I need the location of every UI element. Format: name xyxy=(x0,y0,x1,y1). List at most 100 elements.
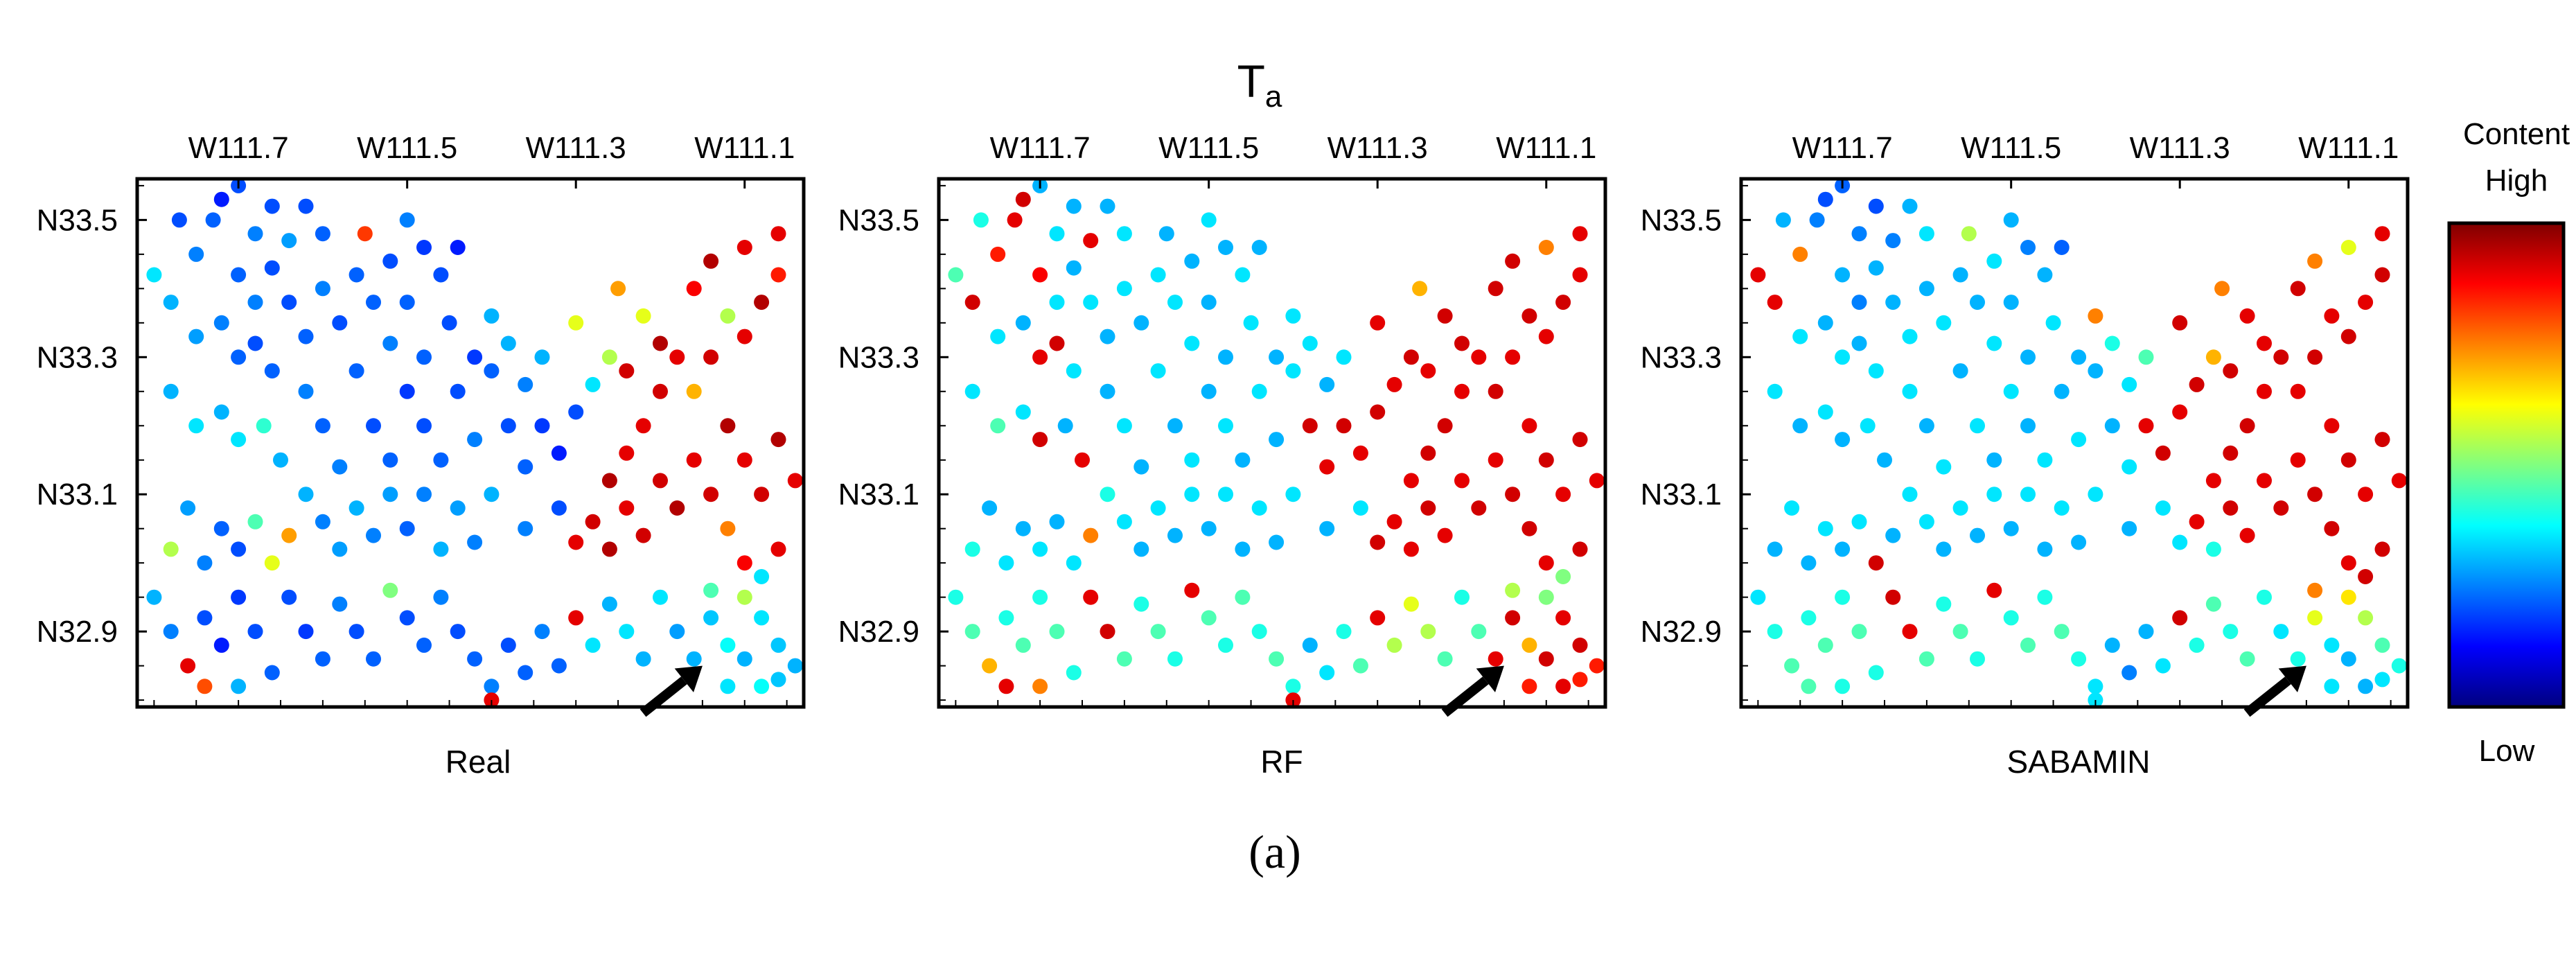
scatter-point xyxy=(467,651,483,667)
scatter-point xyxy=(1412,281,1428,297)
scatter-point xyxy=(1066,555,1082,571)
scatter-point xyxy=(1066,665,1082,681)
scatter-point xyxy=(551,658,567,674)
scatter-point xyxy=(1100,487,1115,502)
scatter-point xyxy=(1100,198,1115,214)
scatter-point xyxy=(518,521,533,536)
scatter-point xyxy=(467,349,483,365)
arrow-shaft xyxy=(1441,676,1489,717)
scatter-point xyxy=(1454,473,1470,489)
scatter-point xyxy=(1961,226,1977,242)
scatter-point xyxy=(416,487,432,502)
scatter-point xyxy=(686,281,702,297)
scatter-point xyxy=(1352,658,1368,674)
x-tick-label: W111.3 xyxy=(1327,131,1428,165)
scatter-point xyxy=(1066,363,1082,379)
scatter-point xyxy=(315,226,330,242)
scatter-point xyxy=(366,651,381,667)
scatter-point xyxy=(1970,527,1985,543)
scatter-point xyxy=(2138,418,2154,434)
scatter-point xyxy=(247,335,263,351)
scatter-point xyxy=(1251,500,1267,516)
scatter-point xyxy=(1420,624,1436,640)
y-tick-label: N33.1 xyxy=(1641,478,1722,511)
arrow-shaft xyxy=(639,676,687,717)
scatter-point xyxy=(433,589,449,605)
scatter-point xyxy=(2223,500,2239,516)
scatter-point xyxy=(1952,363,1968,379)
scatter-point xyxy=(1032,267,1048,283)
scatter-point xyxy=(450,500,466,516)
scatter-point xyxy=(686,651,702,667)
scatter-point xyxy=(281,589,297,605)
scatter-point xyxy=(1986,253,2002,269)
scatter-point xyxy=(1386,376,1402,392)
scatter-point xyxy=(163,541,179,557)
scatter-point xyxy=(2172,315,2188,331)
y-tick-label: N33.5 xyxy=(838,203,919,237)
scatter-point xyxy=(1015,191,1031,207)
scatter-point xyxy=(2020,349,2036,365)
scatter-point xyxy=(2273,500,2289,516)
scatter-point xyxy=(484,363,500,379)
scatter-point xyxy=(534,349,550,365)
scatter-point xyxy=(1015,637,1031,653)
colorbar-gradient xyxy=(2447,221,2566,709)
scatter-point xyxy=(1817,521,1833,536)
scatter-point xyxy=(1319,665,1335,681)
colorbar: Content High Low xyxy=(2447,117,2570,768)
scatter-point xyxy=(703,582,719,598)
scatter-point xyxy=(1437,418,1453,434)
scatter-point xyxy=(399,383,415,399)
scatter-point xyxy=(1251,624,1267,640)
scatter-point xyxy=(1100,329,1115,344)
scatter-point xyxy=(703,610,719,626)
x-tick-label: W111.5 xyxy=(357,131,457,165)
scatter-point xyxy=(1572,226,1588,242)
scatter-point xyxy=(1538,555,1554,571)
scatter-point xyxy=(2290,452,2306,468)
scatter-point xyxy=(231,432,247,448)
scatter-point xyxy=(1521,679,1537,694)
scatter-point xyxy=(1809,212,1825,228)
scatter-point xyxy=(2020,240,2036,255)
scatter-point xyxy=(1860,418,1876,434)
scatter-point xyxy=(1521,521,1537,536)
scatter-point xyxy=(1521,418,1537,434)
scatter-point xyxy=(2054,240,2070,255)
scatter-point xyxy=(2037,267,2053,283)
scatter-point xyxy=(1952,500,1968,516)
y-tick-label: N33.3 xyxy=(37,340,118,374)
scatter-point xyxy=(585,376,601,392)
scatter-point xyxy=(332,315,348,331)
scatter-point xyxy=(1015,404,1031,420)
scatter-point xyxy=(948,267,964,283)
scatter-point xyxy=(2239,418,2255,434)
scatter-point xyxy=(585,637,601,653)
scatter-point xyxy=(2088,487,2103,502)
scatter-point xyxy=(1032,679,1048,694)
scatter-point xyxy=(2290,651,2306,667)
scatter-point xyxy=(188,329,204,344)
scatter-point xyxy=(736,240,752,255)
figure-caption: (a) xyxy=(1249,825,1300,878)
scatter-point xyxy=(2391,658,2407,674)
scatter-point xyxy=(1784,658,1800,674)
scatter-point xyxy=(619,363,635,379)
scatter-point xyxy=(2121,665,2137,681)
scatter-point xyxy=(1555,679,1571,694)
scatter-point xyxy=(787,473,803,489)
scatter-point xyxy=(1336,349,1352,365)
scatter-point xyxy=(1538,589,1554,605)
scatter-point xyxy=(635,527,651,543)
scatter-point xyxy=(619,624,635,640)
scatter-point xyxy=(2054,500,2070,516)
scatter-point xyxy=(1835,267,1851,283)
scatter-point xyxy=(1918,281,1934,297)
scatter-point xyxy=(1851,624,1867,640)
scatter-point xyxy=(1454,383,1470,399)
scatter-point xyxy=(1750,267,1766,283)
scatter-point xyxy=(349,500,364,516)
scatter-point xyxy=(990,418,1006,434)
scatter-point xyxy=(1133,596,1149,612)
